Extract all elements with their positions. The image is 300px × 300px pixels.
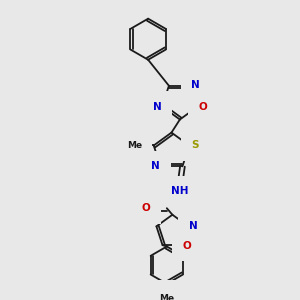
Text: N: N [191, 80, 200, 90]
Text: NH: NH [171, 186, 189, 197]
Text: O: O [199, 102, 208, 112]
Text: N: N [153, 102, 162, 112]
Text: Me: Me [159, 294, 174, 300]
Text: O: O [142, 203, 151, 213]
Text: N: N [152, 161, 160, 171]
Text: Me: Me [128, 141, 142, 150]
Text: S: S [191, 140, 199, 151]
Text: O: O [183, 241, 191, 251]
Text: N: N [189, 221, 197, 231]
